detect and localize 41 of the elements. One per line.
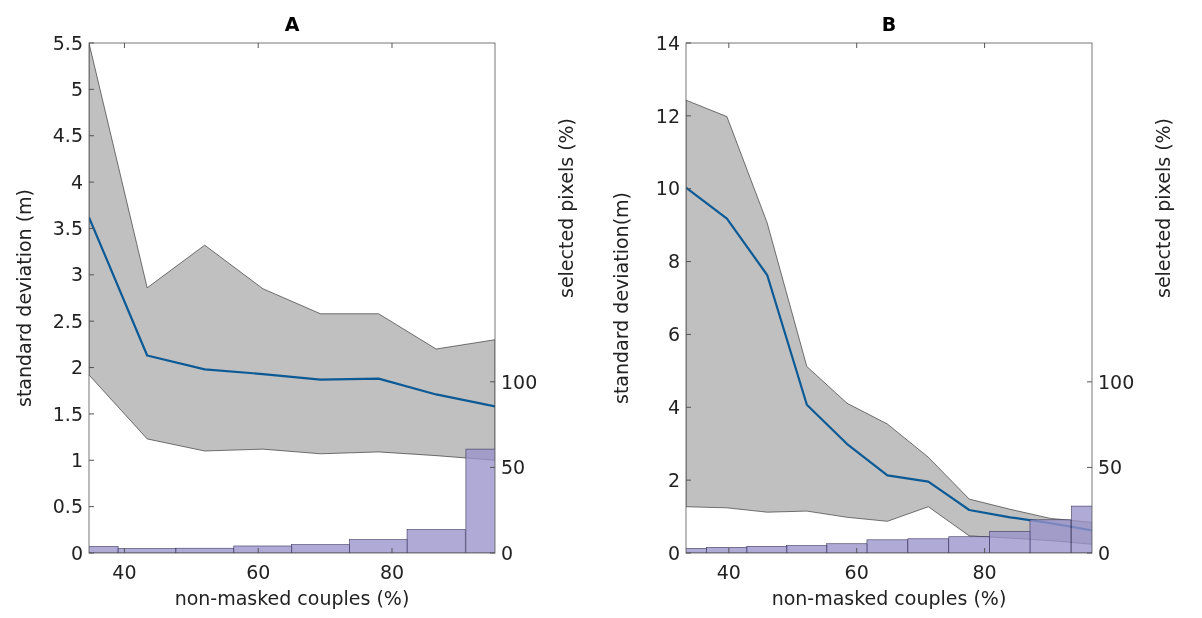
x-axis-title: non-masked couples (%) xyxy=(174,587,410,609)
y-axis-title: standard deviation(m) xyxy=(610,192,632,404)
y-tick-label: 5.5 xyxy=(52,31,83,54)
y-tick-label: 8 xyxy=(667,250,680,273)
y-tick-label: 12 xyxy=(655,104,680,127)
x-tick-label: 80 xyxy=(379,561,405,583)
y-tick-label: 14 xyxy=(655,31,680,54)
line-series xyxy=(89,216,495,408)
y2-tick-label: 0 xyxy=(501,541,514,564)
y-tick-label: 10 xyxy=(655,177,680,200)
y-tick-label: 2 xyxy=(70,356,83,379)
y-tick-label: 0.5 xyxy=(52,495,83,518)
x-tick-label: 60 xyxy=(844,561,869,583)
chart-title: A xyxy=(284,13,300,35)
y-tick-label: 1.5 xyxy=(52,402,83,425)
y2-tick-label: 100 xyxy=(1098,370,1135,393)
y-tick-label: 0 xyxy=(667,541,680,564)
x-tick-label: 60 xyxy=(246,561,271,583)
y2-axis-title: selected pixels (%) xyxy=(555,117,577,299)
y-tick-label: 0 xyxy=(70,541,83,564)
y2-axis-title: selected pixels (%) xyxy=(1152,117,1174,299)
y-tick-label: 4 xyxy=(70,170,83,193)
x-axis-title: non-masked couples (%) xyxy=(771,587,1007,609)
x-tick-label: 40 xyxy=(716,561,741,583)
y2-tick-label: 100 xyxy=(501,370,538,393)
y-tick-label: 3 xyxy=(70,263,83,286)
y2-tick-label: 50 xyxy=(1098,456,1123,479)
y-tick-label: 2 xyxy=(667,468,680,491)
chart-title: B xyxy=(881,13,897,35)
y-tick-label: 5 xyxy=(70,78,83,101)
y-tick-label: 3.5 xyxy=(52,217,83,240)
y-tick-label: 4.5 xyxy=(52,124,83,147)
x-tick-label: 80 xyxy=(972,561,997,583)
y2-tick-label: 50 xyxy=(501,456,526,479)
y-axis-title: standard deviation (m) xyxy=(13,189,35,407)
y-tick-label: 4 xyxy=(667,395,680,418)
x-tick-label: 40 xyxy=(112,561,137,583)
y2-tick-label: 0 xyxy=(1098,541,1111,564)
y-tick-label: 1 xyxy=(70,448,83,471)
y-tick-label: 2.5 xyxy=(52,309,83,332)
y-tick-label: 6 xyxy=(667,323,680,346)
